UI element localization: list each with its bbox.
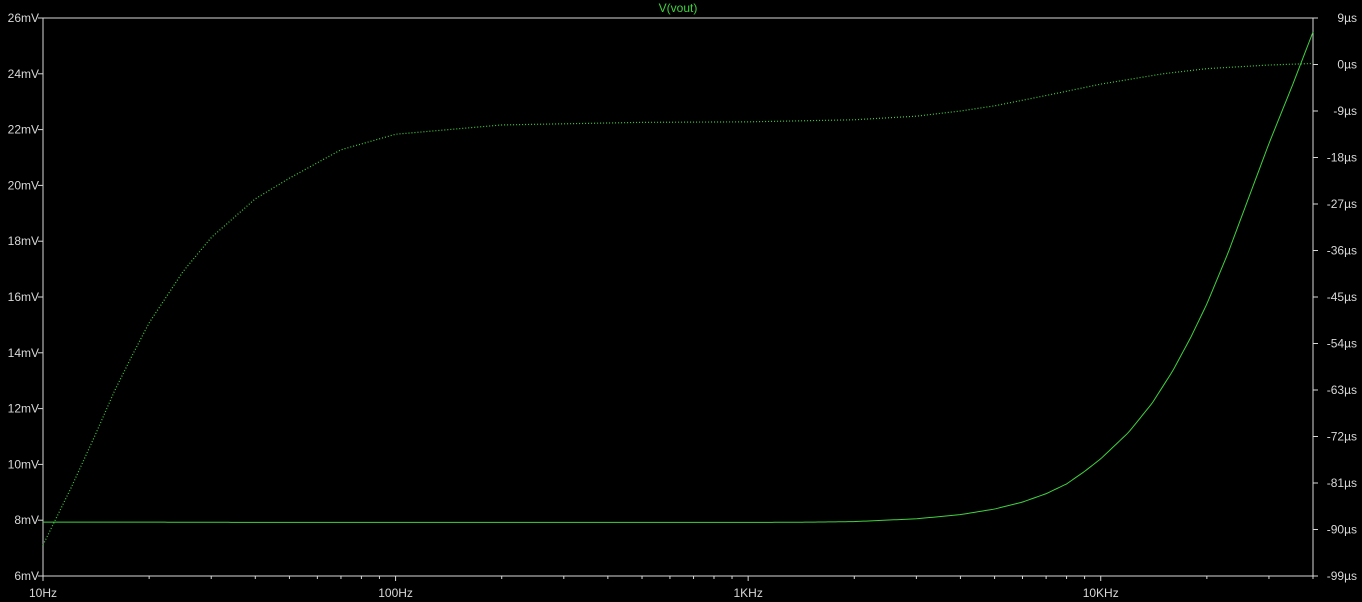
y-right-tick-label: 0µs — [1337, 58, 1357, 72]
y-left-tick-label: 20mV — [8, 178, 39, 192]
magnitude-trace — [43, 31, 1314, 523]
y-left-tick-label: 16mV — [8, 290, 39, 304]
y-right-tick-label: 9µs — [1337, 11, 1357, 25]
trace-title[interactable]: V(vout) — [659, 1, 698, 15]
y-left-tick-label: 12mV — [8, 402, 39, 416]
series-layer — [42, 31, 1314, 546]
x-tick-label: 1KHz — [733, 586, 762, 600]
phase-trace — [42, 62, 1314, 546]
y-left-tick-label: 8mV — [14, 513, 39, 527]
y-right-tick-label: -36µs — [1327, 244, 1357, 258]
tick-layer: 10Hz 100Hz 1KHz 10KHz 6mV 8mV 10mV 12mV 14mV 16mV… — [8, 11, 1357, 600]
y-right-tick-label: -18µs — [1327, 151, 1357, 165]
y-right-tick-label: -9µs — [1333, 104, 1357, 118]
y-left-tick-label: 14mV — [8, 346, 39, 360]
x-tick-label: 10KHz — [1083, 586, 1119, 600]
y-right-tick-label: -63µs — [1327, 383, 1357, 397]
y-right-tick-label: -45µs — [1327, 290, 1357, 304]
plot-frame — [42, 17, 1314, 577]
y-left-tick-label: 22mV — [8, 123, 39, 137]
y-left-tick-label: 6mV — [14, 569, 39, 583]
x-tick-label: 100Hz — [378, 586, 413, 600]
y-right-tick-label: -99µs — [1327, 569, 1357, 583]
y-left-tick-label: 18mV — [8, 234, 39, 248]
y-right-tick-label: -90µs — [1327, 523, 1357, 537]
y-left-tick-label: 10mV — [8, 457, 39, 471]
y-right-tick-label: -81µs — [1327, 476, 1357, 490]
y-left-tick-label: 24mV — [8, 67, 39, 81]
x-tick-label: 10Hz — [29, 586, 57, 600]
y-right-tick-label: -72µs — [1327, 430, 1357, 444]
y-right-tick-label: -27µs — [1327, 197, 1357, 211]
y-left-tick-label: 26mV — [8, 11, 39, 25]
y-right-tick-label: -54µs — [1327, 337, 1357, 351]
